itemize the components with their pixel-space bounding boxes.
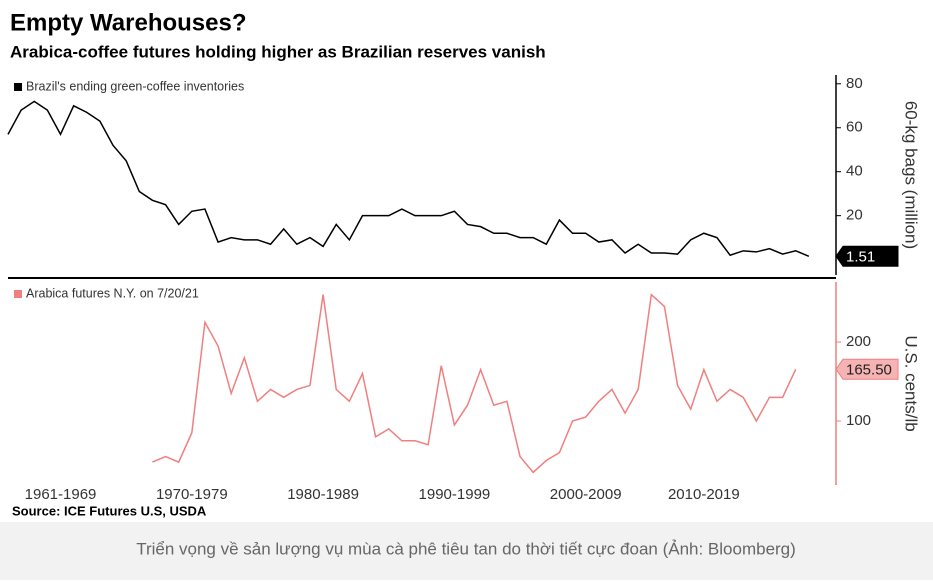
y-tick-label: 80 bbox=[846, 75, 863, 92]
x-tick-label: 2010-2019 bbox=[668, 486, 740, 503]
y-axis-label: 60-kg bags (million) bbox=[902, 101, 921, 249]
value-tag bbox=[835, 245, 899, 267]
source: Source: ICE Futures U.S, USDA bbox=[12, 503, 207, 518]
chart-subtitle: Arabica-coffee futures holding higher as… bbox=[10, 42, 546, 61]
y-axis-label: U.S. cents/lb bbox=[902, 335, 921, 431]
value-label: 1.51 bbox=[846, 248, 875, 265]
x-tick-label: 1970-1979 bbox=[156, 486, 228, 503]
caption-box bbox=[0, 522, 933, 580]
x-tick-label: 1961-1969 bbox=[25, 486, 97, 503]
x-tick-label: 1980-1989 bbox=[287, 486, 359, 503]
series-line bbox=[7, 100, 810, 257]
chart-title: Empty Warehouses? bbox=[10, 9, 247, 36]
legend-label: Brazil's ending green-coffee inventories bbox=[26, 79, 244, 93]
x-tick-label: 2000-2009 bbox=[550, 486, 622, 503]
legend-swatch bbox=[14, 83, 22, 91]
y-tick-label: 20 bbox=[846, 207, 863, 224]
y-tick-label: 100 bbox=[846, 412, 871, 429]
caption: Triển vọng về sản lượng vụ mùa cà phê ti… bbox=[136, 539, 796, 558]
value-label: 165.50 bbox=[846, 361, 892, 378]
y-tick-label: 40 bbox=[846, 163, 863, 180]
y-tick-label: 60 bbox=[846, 119, 863, 136]
series-line bbox=[152, 293, 797, 474]
value-tag bbox=[835, 358, 899, 380]
legend-swatch bbox=[14, 290, 22, 298]
legend-label: Arabica futures N.Y. on 7/20/21 bbox=[26, 286, 199, 300]
y-tick-label: 200 bbox=[846, 333, 871, 350]
x-tick-label: 1990-1999 bbox=[419, 486, 491, 503]
